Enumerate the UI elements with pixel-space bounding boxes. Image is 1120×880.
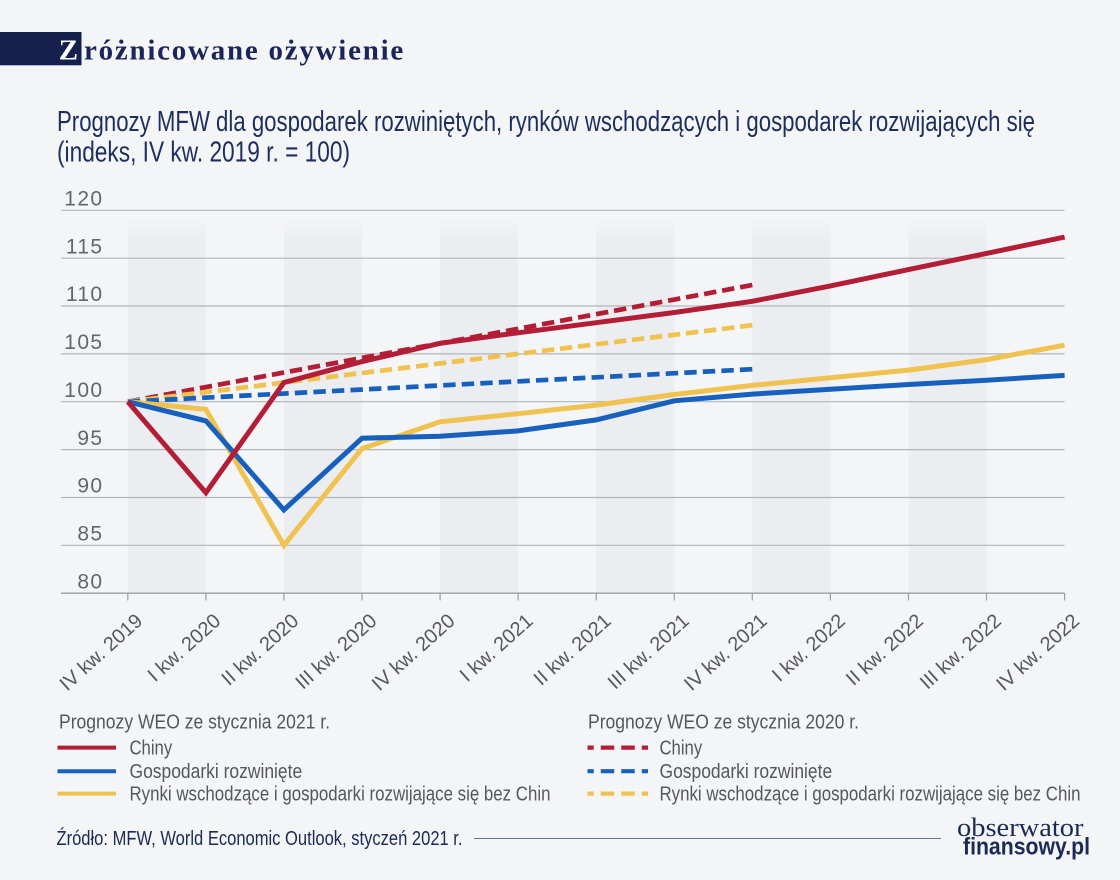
svg-text:Rynki wschodzące i gospodarki: Rynki wschodzące i gospodarki rozwijając… bbox=[130, 784, 551, 806]
svg-text:II kw. 2021: II kw. 2021 bbox=[530, 610, 616, 690]
svg-text:Źródło: MFW, World Economic Ou: Źródło: MFW, World Economic Outlook, sty… bbox=[57, 827, 463, 850]
svg-text:Prognozy MFW dla gospodarek ro: Prognozy MFW dla gospodarek rozwiniętych… bbox=[57, 106, 1035, 138]
svg-text:95: 95 bbox=[77, 427, 103, 450]
svg-text:finansowy.pl: finansowy.pl bbox=[963, 834, 1090, 861]
svg-text:Prognozy WEO ze stycznia 2021: Prognozy WEO ze stycznia 2021 r. bbox=[59, 712, 330, 734]
svg-text:Z: Z bbox=[59, 34, 78, 66]
svg-text:Gospodarki rozwinięte: Gospodarki rozwinięte bbox=[130, 761, 303, 783]
svg-text:120: 120 bbox=[64, 188, 103, 211]
svg-text:III kw. 2021: III kw. 2021 bbox=[604, 610, 694, 694]
svg-text:105: 105 bbox=[64, 331, 103, 354]
svg-text:Prognozy WEO ze stycznia 2020: Prognozy WEO ze stycznia 2020 r. bbox=[588, 712, 859, 734]
svg-text:Gospodarki rozwinięte: Gospodarki rozwinięte bbox=[660, 761, 833, 783]
svg-text:Rynki wschodzące i gospodarki: Rynki wschodzące i gospodarki rozwijając… bbox=[660, 784, 1081, 806]
svg-text:Chiny: Chiny bbox=[660, 738, 703, 760]
svg-text:III kw. 2020: III kw. 2020 bbox=[291, 610, 381, 694]
svg-text:II kw. 2020: II kw. 2020 bbox=[217, 610, 303, 690]
svg-text:IV kw. 2021: IV kw. 2021 bbox=[680, 610, 772, 696]
svg-text:różnicowane ożywienie: różnicowane ożywienie bbox=[84, 34, 405, 66]
svg-text:I kw. 2020: I kw. 2020 bbox=[144, 610, 226, 687]
svg-text:IV kw. 2020: IV kw. 2020 bbox=[368, 610, 460, 696]
svg-text:I kw. 2021: I kw. 2021 bbox=[456, 610, 538, 687]
svg-text:100: 100 bbox=[64, 379, 103, 402]
svg-text:obserwator: obserwator bbox=[957, 813, 1084, 842]
svg-text:IV kw. 2019: IV kw. 2019 bbox=[56, 610, 148, 696]
svg-text:80: 80 bbox=[77, 570, 103, 593]
svg-text:Chiny: Chiny bbox=[130, 738, 173, 760]
svg-text:I kw. 2022: I kw. 2022 bbox=[768, 610, 850, 687]
svg-text:110: 110 bbox=[66, 283, 104, 306]
svg-text:90: 90 bbox=[77, 475, 103, 498]
svg-text:115: 115 bbox=[66, 235, 104, 258]
svg-text:(indeks, IV kw. 2019 r. = 100): (indeks, IV kw. 2019 r. = 100) bbox=[57, 137, 350, 169]
svg-text:IV kw. 2022: IV kw. 2022 bbox=[992, 610, 1084, 696]
svg-text:85: 85 bbox=[77, 523, 103, 546]
svg-text:II kw. 2022: II kw. 2022 bbox=[842, 610, 928, 690]
svg-text:III kw. 2022: III kw. 2022 bbox=[916, 610, 1006, 694]
